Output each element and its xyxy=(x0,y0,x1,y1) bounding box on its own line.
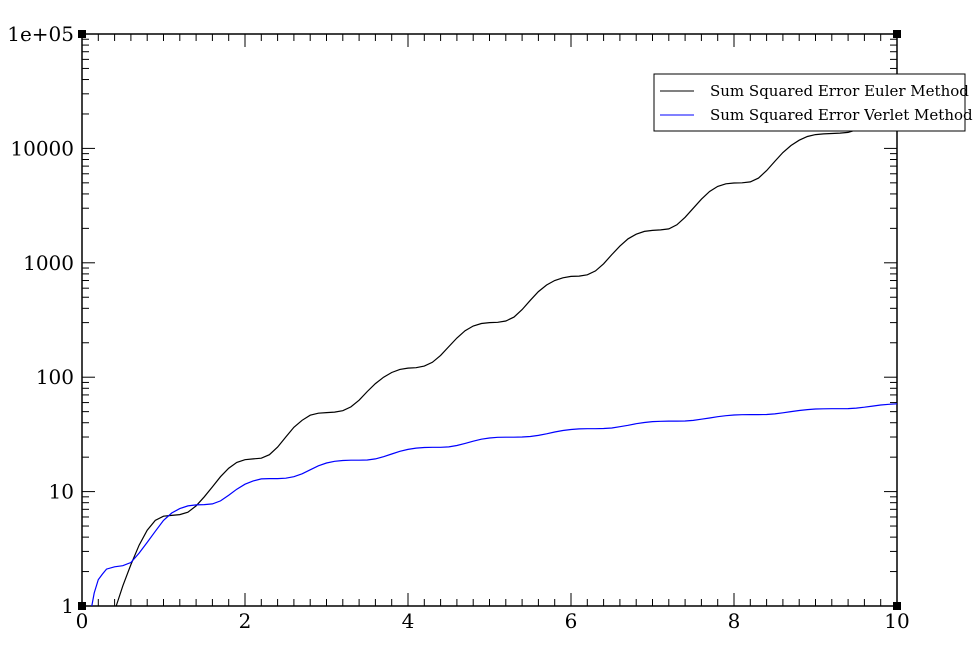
x-tick-label: 2 xyxy=(239,609,252,633)
legend: Sum Squared Error Euler Method Sum Squar… xyxy=(653,73,973,132)
y-tick-label: 100 xyxy=(36,365,74,389)
series-layer xyxy=(91,129,898,607)
legend-label-verlet: Sum Squared Error Verlet Method xyxy=(710,106,973,124)
corner-marker xyxy=(893,30,901,38)
series-line-euler xyxy=(115,129,857,607)
x-tick-label: 0 xyxy=(76,609,89,633)
legend-label-euler: Sum Squared Error Euler Method xyxy=(710,82,969,100)
x-tick-label: 8 xyxy=(728,609,741,633)
y-tick-label: 10 xyxy=(49,480,74,504)
y-tick-label: 1e+05 xyxy=(7,22,74,46)
corner-marker xyxy=(78,30,86,38)
x-tick-label: 10 xyxy=(884,609,909,633)
corner-marker xyxy=(78,602,86,610)
series-line-verlet xyxy=(91,403,898,607)
x-tick-label: 6 xyxy=(565,609,578,633)
corner-marker xyxy=(893,602,901,610)
y-tick-label: 10000 xyxy=(10,136,74,160)
x-tick-label: 4 xyxy=(402,609,415,633)
y-tick-label: 1000 xyxy=(23,251,74,275)
legend-box xyxy=(653,73,966,132)
axes-layer: 0 2 4 6 8 10 1 10 100 1000 10000 1e+05 xyxy=(7,22,910,633)
y-tick-label: 1 xyxy=(61,594,74,618)
